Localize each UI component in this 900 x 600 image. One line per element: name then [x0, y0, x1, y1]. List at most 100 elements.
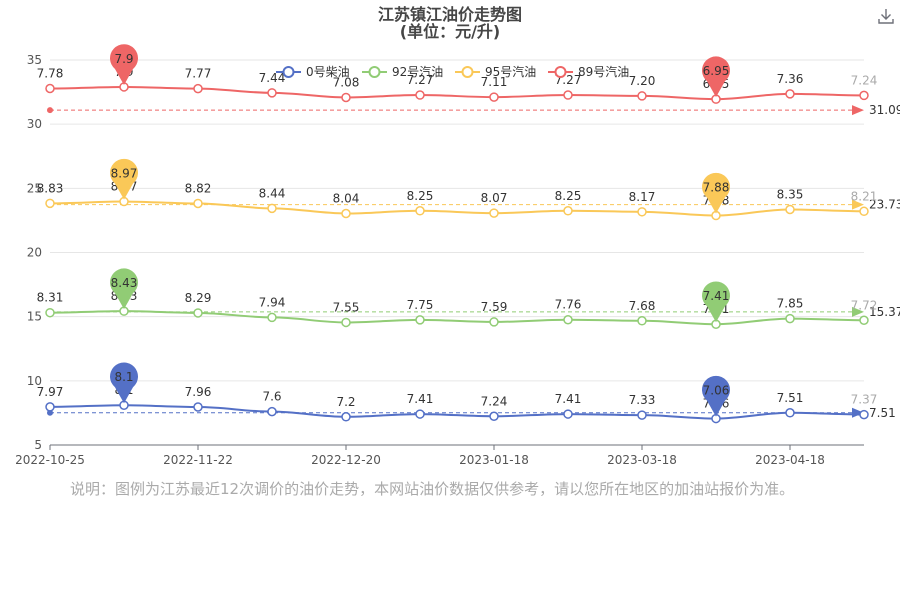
data-point — [489, 208, 499, 218]
legend-label: 89号汽油 — [578, 64, 629, 79]
y-tick-label: 10 — [27, 374, 42, 388]
pin-label: 8.1 — [114, 370, 133, 384]
chart-title: 江苏镇江油价走势图 — [378, 5, 522, 24]
data-label: 7.24 — [851, 73, 878, 87]
series-line-gas92 — [49, 310, 865, 326]
data-label: 8.07 — [481, 191, 508, 205]
y-tick-label: 20 — [27, 246, 42, 260]
data-point — [637, 91, 647, 101]
data-label: 8.25 — [407, 189, 434, 203]
data-point — [785, 313, 795, 324]
data-point — [45, 198, 55, 209]
data-point — [415, 315, 425, 325]
data-point — [193, 83, 203, 94]
data-point — [563, 206, 573, 216]
data-label: 7.68 — [629, 299, 656, 313]
data-label: 7.24 — [481, 394, 508, 408]
pin-label: 7.41 — [703, 289, 730, 303]
pin-label: 6.95 — [703, 64, 730, 78]
x-tick-label: 2023-04-18 — [755, 453, 825, 467]
data-label: 7.37 — [851, 393, 878, 407]
extreme-pin: 8.1 — [110, 362, 138, 404]
x-tick-label: 2023-03-18 — [607, 453, 677, 467]
data-point — [267, 88, 277, 98]
download-icon[interactable] — [876, 6, 896, 26]
pin-shape — [110, 158, 139, 200]
data-label: 8.83 — [37, 181, 64, 195]
pin-shape — [110, 362, 138, 404]
data-label: 7.94 — [259, 295, 286, 309]
data-point — [415, 206, 425, 216]
x-tick-label: 2022-10-25 — [15, 453, 85, 467]
data-label: 7.36 — [777, 72, 804, 86]
legend-item-gas92[interactable]: 92号汽油 — [362, 64, 443, 79]
data-point — [785, 408, 795, 418]
data-label: 7.2 — [336, 395, 355, 409]
pin-label: 7.9 — [114, 52, 133, 66]
pin-label: 7.06 — [703, 384, 730, 398]
data-point — [859, 409, 869, 420]
data-label: 7.96 — [185, 385, 212, 399]
average-lines: 7.51 15.37 23.73 31.09 — [47, 103, 900, 420]
data-point — [859, 90, 869, 101]
data-point — [341, 92, 351, 103]
data-label: 8.31 — [37, 291, 64, 305]
data-point — [45, 83, 55, 94]
data-label: 7.85 — [777, 297, 804, 311]
data-labels: 7.97 8.1 7.96 7.6 7.2 7.41 7.24 7.41 7.33 7.06 7.5… — [37, 65, 878, 411]
data-label: 8.82 — [185, 181, 212, 195]
data-label: 7.20 — [629, 74, 656, 88]
data-label: 8.29 — [185, 291, 212, 305]
data-point — [859, 206, 869, 217]
data-label: 7.51 — [777, 391, 804, 405]
legend-label: 0号柴油 — [306, 65, 350, 79]
average-label: 15.37 — [869, 305, 900, 319]
data-point — [785, 89, 795, 99]
extreme-pin: 8.43 — [110, 268, 138, 310]
average-arrow — [852, 199, 864, 210]
average-arrow — [852, 306, 864, 317]
pin-label: 7.88 — [703, 181, 730, 195]
data-point — [341, 317, 351, 328]
pin-shape — [702, 281, 731, 323]
extreme-pin: 7.9 — [110, 44, 138, 85]
pin-shape — [110, 268, 138, 310]
data-point — [637, 316, 647, 326]
data-label: 7.72 — [851, 298, 878, 312]
series-line-gas89 — [49, 85, 865, 101]
data-point — [45, 402, 55, 412]
data-point — [415, 90, 425, 100]
data-label: 7.97 — [37, 385, 64, 399]
data-point — [267, 312, 277, 323]
data-label: 7.59 — [481, 300, 508, 314]
data-label: 8.35 — [777, 188, 804, 202]
data-point — [563, 409, 573, 419]
y-tick-label: 30 — [27, 117, 42, 131]
extreme-pin: 7.88 — [702, 172, 730, 214]
legend-marker — [282, 66, 295, 78]
data-label: 7.77 — [185, 67, 212, 81]
legend[interactable]: 0号柴油 92号汽油 95号汽油 89号汽油 — [276, 64, 629, 79]
data-label: 8.21 — [851, 189, 878, 203]
data-label: 7.55 — [333, 300, 360, 314]
legend-label: 95号汽油 — [485, 64, 536, 79]
legend-item-diesel0[interactable]: 0号柴油 — [276, 65, 350, 79]
extreme-pin: 7.41 — [702, 281, 731, 323]
average-start-dot — [47, 107, 53, 114]
average-arrow — [852, 105, 864, 116]
y-tick-label: 15 — [27, 310, 42, 324]
data-label: 7.41 — [407, 392, 434, 406]
y-tick-label: 25 — [27, 181, 42, 195]
data-label: 7.78 — [37, 66, 64, 80]
data-point — [193, 308, 203, 318]
grid-lines — [50, 59, 864, 382]
x-tick-label: 2022-11-22 — [163, 453, 233, 467]
legend-item-gas89[interactable]: 89号汽油 — [548, 64, 629, 79]
legend-item-gas95[interactable]: 95号汽油 — [455, 64, 536, 79]
data-point — [859, 315, 869, 326]
data-point — [341, 412, 351, 422]
data-label: 7.27 — [407, 73, 434, 87]
legend-marker — [461, 66, 474, 78]
data-point — [341, 208, 351, 219]
